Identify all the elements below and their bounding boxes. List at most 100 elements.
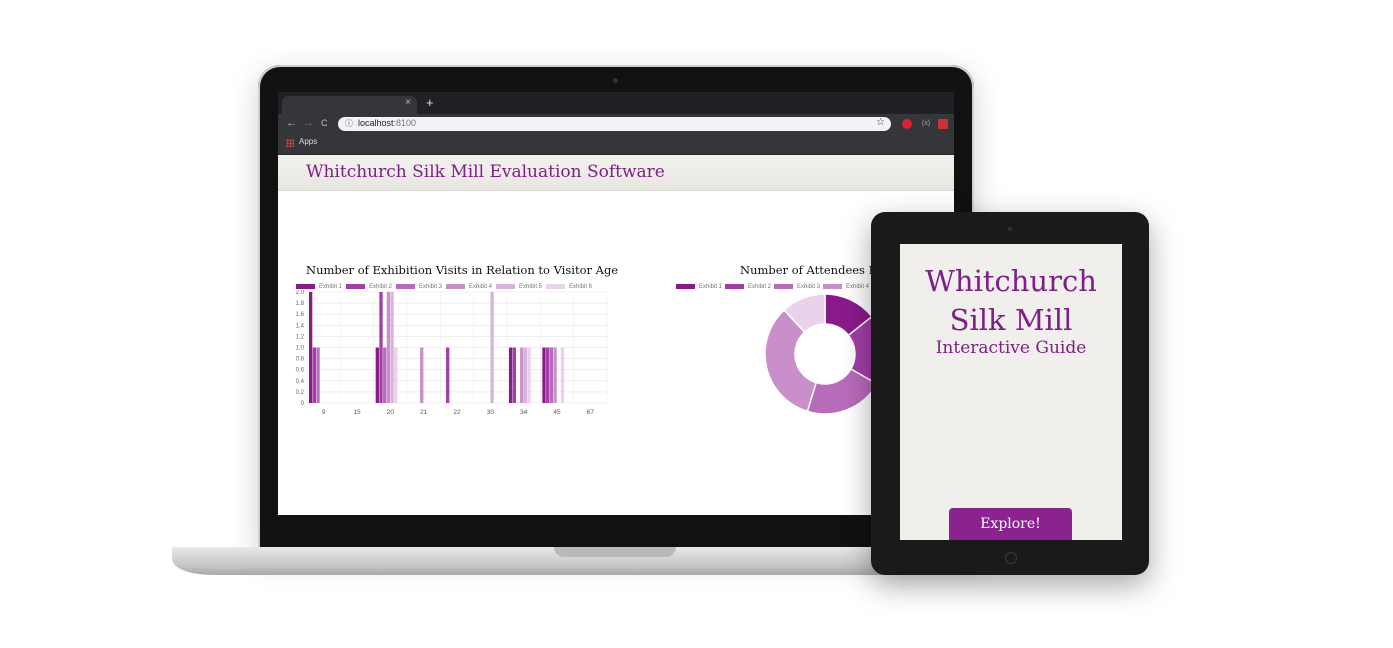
bar[interactable] bbox=[390, 292, 394, 403]
forward-arrow-icon[interactable]: → bbox=[303, 117, 314, 129]
bar-x-tick-label: 67 bbox=[587, 409, 595, 416]
legend-swatch bbox=[496, 284, 515, 289]
url-text[interactable]: localhost:8100 bbox=[358, 118, 416, 128]
bar-x-tick-label: 30 bbox=[487, 409, 495, 416]
bookmark-star-icon[interactable]: ☆ bbox=[876, 117, 885, 128]
laptop-screen: × + ← → C ⓘ localhost:8100 ☆ (x) Apps Wh… bbox=[278, 92, 954, 515]
bar[interactable] bbox=[512, 347, 516, 404]
bar-chart-title: Number of Exhibition Visits in Relation … bbox=[306, 263, 619, 277]
bar-x-tick-label: 34 bbox=[520, 409, 528, 416]
legend-item[interactable]: Exhibit 1 bbox=[676, 284, 722, 290]
legend-swatch bbox=[296, 284, 315, 289]
legend-item[interactable]: Exhibit 4 bbox=[446, 284, 492, 290]
legend-label: Exhibit 1 bbox=[319, 284, 343, 291]
legend-label: Exhibit 4 bbox=[846, 284, 870, 291]
legend-swatch bbox=[396, 284, 415, 289]
bar[interactable] bbox=[312, 347, 316, 404]
app-title: Whitchurch Silk Mill Evaluation Software bbox=[306, 162, 665, 182]
tablet-screen: Whitchurch Silk Mill Interactive Guide E… bbox=[900, 244, 1122, 540]
bar-x-tick-label: 22 bbox=[453, 409, 461, 416]
bar-x-tick-label: 45 bbox=[553, 409, 561, 416]
bar-y-tick-label: 1.0 bbox=[296, 346, 305, 352]
legend-label: Exhibit 6 bbox=[569, 284, 593, 291]
guide-subtitle: Interactive Guide bbox=[935, 338, 1087, 358]
bar[interactable] bbox=[379, 292, 383, 403]
bar[interactable] bbox=[383, 347, 387, 404]
bar-chart-legend: Exhibit 1 Exhibit 2 Exhibit 3 Exhibit 4 Exhi… bbox=[296, 284, 616, 292]
bar-y-tick-label: 0.6 bbox=[296, 368, 305, 374]
bar-y-tick-label: 1.2 bbox=[296, 334, 305, 340]
bar-y-tick-label: 2.0 bbox=[296, 290, 305, 296]
extension-cast-icon[interactable]: (x) bbox=[921, 120, 931, 127]
legend-label: Exhibit 5 bbox=[519, 284, 543, 291]
explore-button[interactable]: Explore! bbox=[949, 508, 1072, 540]
bar-y-tick-label: 1.4 bbox=[296, 323, 305, 329]
bar[interactable] bbox=[490, 292, 494, 403]
bar-x-tick-label: 21 bbox=[420, 409, 428, 416]
browser-tab[interactable]: × bbox=[282, 96, 417, 114]
apps-grid-icon[interactable] bbox=[286, 139, 294, 147]
bar-x-tick-label: 9 bbox=[322, 409, 326, 416]
new-tab-button[interactable]: + bbox=[426, 95, 434, 110]
legend-item[interactable]: Exhibit 6 bbox=[546, 284, 592, 290]
bar[interactable] bbox=[509, 347, 513, 404]
legend-label: Exhibit 1 bbox=[699, 284, 723, 291]
close-tab-icon[interactable]: × bbox=[405, 97, 411, 108]
legend-item[interactable]: Exhibit 3 bbox=[774, 284, 820, 290]
bar-y-tick-label: 1.8 bbox=[296, 301, 305, 307]
legend-item[interactable]: Exhibit 1 bbox=[296, 284, 342, 290]
legend-label: Exhibit 3 bbox=[797, 284, 821, 291]
browser-toolbar: ← → C ⓘ localhost:8100 ☆ (x) bbox=[278, 114, 954, 134]
laptop-camera bbox=[613, 78, 618, 83]
bar[interactable] bbox=[386, 292, 391, 403]
tablet-frame: Whitchurch Silk Mill Interactive Guide E… bbox=[871, 212, 1149, 575]
bar[interactable] bbox=[420, 347, 424, 404]
legend-swatch bbox=[346, 284, 365, 289]
donut-slice[interactable] bbox=[764, 308, 818, 413]
bar[interactable] bbox=[316, 347, 320, 404]
legend-item[interactable]: Exhibit 2 bbox=[725, 284, 771, 290]
app-header: Whitchurch Silk Mill Evaluation Software bbox=[278, 155, 954, 191]
bar[interactable] bbox=[560, 347, 565, 404]
legend-label: Exhibit 2 bbox=[369, 284, 393, 291]
bar[interactable] bbox=[527, 347, 531, 404]
extension-badge-icon[interactable] bbox=[938, 119, 948, 129]
apps-bookmark[interactable]: Apps bbox=[299, 137, 318, 146]
address-bar[interactable]: ⓘ localhost:8100 ☆ bbox=[338, 117, 891, 131]
legend-item[interactable]: Exhibit 4 bbox=[823, 284, 869, 290]
bar[interactable] bbox=[309, 292, 313, 403]
bar-y-tick-label: 0.8 bbox=[296, 357, 305, 363]
laptop-notch bbox=[554, 547, 676, 557]
bar-y-tick-label: 1.6 bbox=[296, 312, 305, 318]
bar[interactable] bbox=[394, 347, 398, 404]
extension-red-icon[interactable] bbox=[902, 119, 912, 129]
bar-chart: 2.0 1.8 1.6 1.4 1.2 1.0 0.8 0.6 0.4 0.2 0 9 15 20 21 22… bbox=[296, 290, 608, 416]
donut-chart-legend: Exhibit 1 Exhibit 2 Exhibit 3 Exhibit 4 bbox=[676, 284, 916, 292]
bar[interactable] bbox=[546, 347, 550, 404]
bar[interactable] bbox=[542, 347, 546, 404]
back-arrow-icon[interactable]: ← bbox=[286, 117, 297, 129]
tablet-camera bbox=[1008, 227, 1012, 231]
url-port: :8100 bbox=[393, 118, 417, 128]
bar[interactable] bbox=[523, 347, 528, 404]
bar[interactable] bbox=[446, 347, 450, 404]
donut-chart-title: Number of Attendees Per E bbox=[740, 263, 901, 277]
legend-item[interactable]: Exhibit 5 bbox=[496, 284, 542, 290]
bar[interactable] bbox=[553, 347, 557, 404]
bar[interactable] bbox=[520, 347, 524, 404]
info-icon[interactable]: ⓘ bbox=[345, 119, 353, 128]
legend-swatch bbox=[446, 284, 465, 289]
legend-item[interactable]: Exhibit 3 bbox=[396, 284, 442, 290]
donut-slice[interactable] bbox=[783, 293, 826, 334]
guide-title-line1: Whitchurch bbox=[925, 264, 1097, 298]
legend-swatch bbox=[546, 284, 565, 289]
reload-icon[interactable]: C bbox=[321, 118, 328, 128]
legend-item[interactable]: Exhibit 2 bbox=[346, 284, 392, 290]
bar[interactable] bbox=[549, 347, 554, 404]
legend-swatch bbox=[774, 284, 793, 289]
bar-y-tick-label: 0 bbox=[301, 401, 305, 407]
tablet-home-button[interactable] bbox=[1005, 552, 1017, 564]
bar[interactable] bbox=[375, 347, 379, 404]
url-host: localhost bbox=[358, 118, 394, 128]
guide-title-line2: Silk Mill bbox=[949, 303, 1073, 337]
